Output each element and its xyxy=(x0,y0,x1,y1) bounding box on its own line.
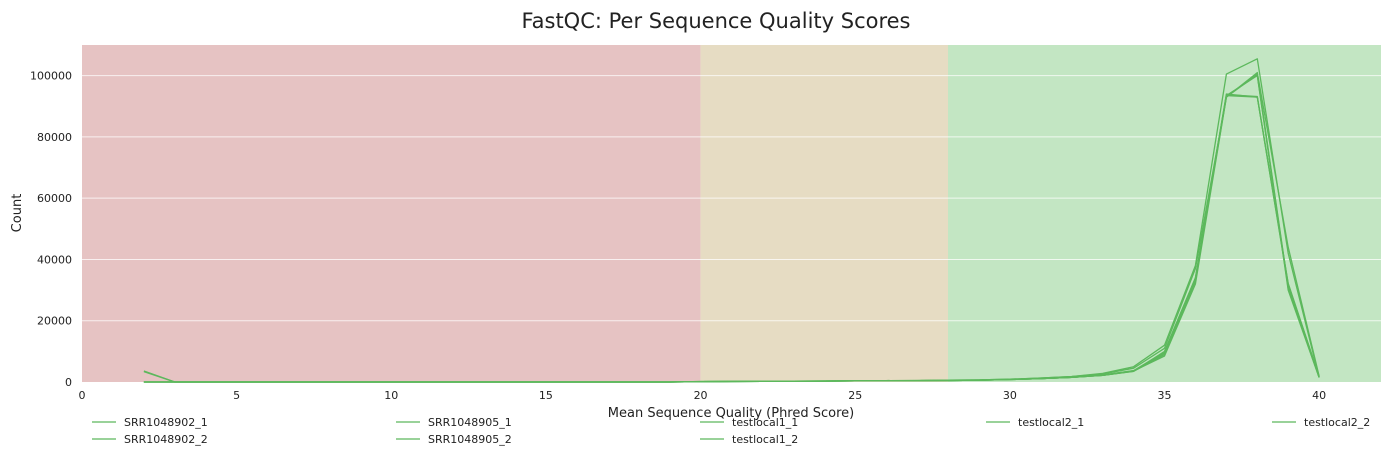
chart-title: FastQC: Per Sequence Quality Scores xyxy=(521,9,910,33)
legend-item[interactable]: testlocal1_1 xyxy=(700,416,798,429)
legend-label: SRR1048905_1 xyxy=(428,416,512,429)
x-tick-label: 10 xyxy=(384,389,398,402)
x-axis-ticks: 0 5 10 15 20 25 30 35 40 xyxy=(79,389,1327,402)
legend-label: SRR1048902_1 xyxy=(124,416,208,429)
series-line-testlocal2_2 xyxy=(143,93,1320,383)
x-tick-label: 40 xyxy=(1312,389,1326,402)
quality-band-1 xyxy=(700,45,948,382)
y-tick-label: 0 xyxy=(65,376,72,389)
y-axis-ticks: 0 20000 40000 60000 80000 100000 xyxy=(30,70,72,389)
legend-label: testlocal1_1 xyxy=(732,416,798,429)
series-lines xyxy=(143,58,1320,383)
y-tick-label: 60000 xyxy=(37,192,72,205)
x-tick-label: 25 xyxy=(848,389,862,402)
legend-item[interactable]: SRR1048902_1 xyxy=(92,416,208,429)
legend-item[interactable]: SRR1048905_1 xyxy=(396,416,512,429)
legend-item[interactable]: SRR1048902_2 xyxy=(92,433,208,446)
y-tick-label: 80000 xyxy=(37,131,72,144)
legend-item[interactable]: SRR1048905_2 xyxy=(396,433,512,446)
x-axis-label: Mean Sequence Quality (Phred Score) xyxy=(608,406,854,421)
legend-item[interactable]: testlocal2_1 xyxy=(986,416,1084,429)
legend-label: testlocal1_2 xyxy=(732,433,798,446)
x-tick-label: 20 xyxy=(694,389,708,402)
y-tick-label: 40000 xyxy=(37,253,72,266)
legend-label: testlocal2_2 xyxy=(1304,416,1370,429)
legend-item[interactable]: testlocal1_2 xyxy=(700,433,798,446)
grid-lines xyxy=(82,75,1381,322)
legend-label: SRR1048902_2 xyxy=(124,433,208,446)
y-tick-label: 20000 xyxy=(37,315,72,328)
x-tick-label: 0 xyxy=(79,389,86,402)
quality-bands xyxy=(82,45,1381,382)
x-tick-label: 35 xyxy=(1158,389,1172,402)
legend-label: testlocal2_1 xyxy=(1018,416,1084,429)
quality-band-2 xyxy=(948,45,1381,382)
y-axis-label: Count xyxy=(10,194,25,233)
x-tick-label: 30 xyxy=(1003,389,1017,402)
x-tick-label: 5 xyxy=(233,389,240,402)
legend: SRR1048902_1 SRR1048902_2 SRR1048905_1 SRR1… xyxy=(92,416,1370,446)
x-tick-label: 15 xyxy=(539,389,553,402)
quality-band-0 xyxy=(82,45,701,382)
legend-item[interactable]: testlocal2_2 xyxy=(1272,416,1370,429)
y-tick-label: 100000 xyxy=(30,70,72,83)
legend-label: SRR1048905_2 xyxy=(428,433,512,446)
